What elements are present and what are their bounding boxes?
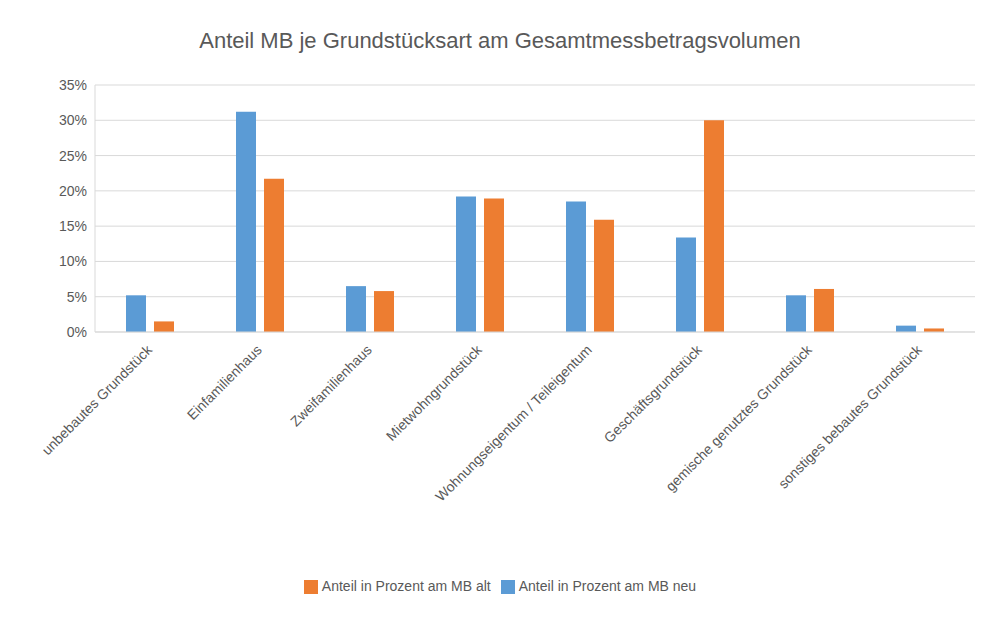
svg-text:gemische genutztes Grundstück: gemische genutztes Grundstück [662, 341, 815, 495]
svg-text:5%: 5% [67, 289, 87, 305]
svg-text:15%: 15% [59, 218, 87, 234]
svg-text:Zweifamilienhaus: Zweifamilienhaus [287, 342, 375, 430]
html-text:Anteil in Prozent am MB alt: Anteil in Prozent am MB alt [321, 578, 491, 594]
svg-text:Einfamilienhaus: Einfamilienhaus [184, 342, 265, 423]
svg-text:Wohnungseigentum / Teileigentu: Wohnungseigentum / Teileigentum [432, 342, 595, 505]
html-text:Anteil MB je Grundstücksart am: Anteil MB je Grundstücksart am Gesamtmes… [199, 28, 801, 53]
svg-text:20%: 20% [59, 183, 87, 199]
svg-text:10%: 10% [59, 253, 87, 269]
svg-text:Geschäftsgrundstück: Geschäftsgrundstück [601, 341, 706, 446]
html-text:Anteil in Prozent am MB neu: Anteil in Prozent am MB neu [518, 578, 697, 594]
svg-text:0%: 0% [67, 324, 87, 340]
svg-text:sonstiges bebautes Grundstück: sonstiges bebautes Grundstück [775, 341, 926, 492]
svg-text:35%: 35% [59, 77, 87, 93]
svg-text:25%: 25% [59, 148, 87, 164]
svg-text:unbebautes Grundstück: unbebautes Grundstück [39, 341, 156, 458]
svg-text:Mietwohngrundstück: Mietwohngrundstück [383, 341, 486, 444]
svg-text:30%: 30% [59, 112, 87, 128]
